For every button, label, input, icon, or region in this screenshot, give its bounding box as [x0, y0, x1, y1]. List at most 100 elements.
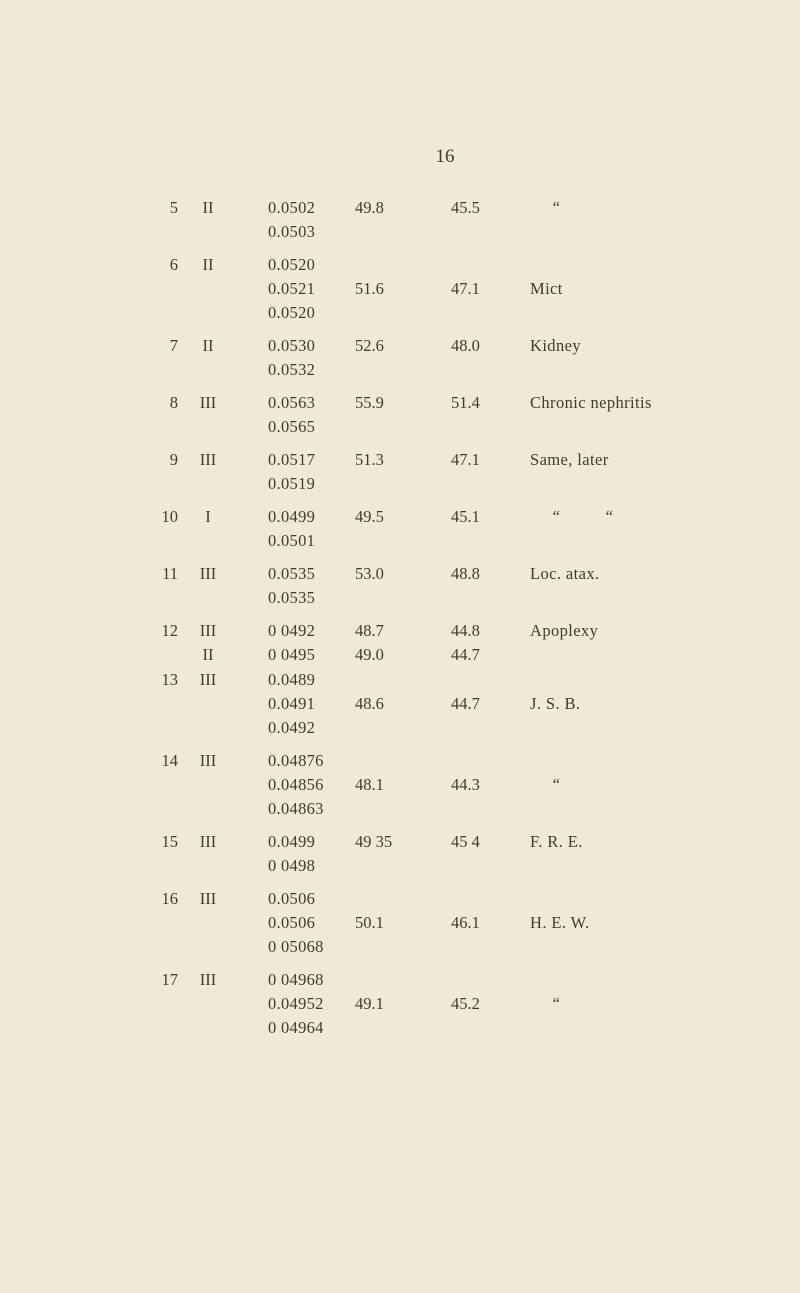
- decimal-cell: 0.0502: [268, 198, 316, 217]
- decimal-cell: 0.0491: [268, 694, 316, 713]
- decimal-cell: 0.04952: [268, 994, 324, 1013]
- table-row-line: 0.04856 48.1 44.3 “: [0, 773, 800, 797]
- class-cell: III: [199, 751, 217, 770]
- decimal-cell: 0.0506: [268, 913, 316, 932]
- table-row: 17 III 0 04968 0.04952 49.1 45.2 “ 0 04964: [0, 968, 800, 1040]
- table-row: 16 III 0.0506 0.0506 50.1 46.1 H. E. W. 0 05068: [0, 887, 800, 959]
- table-row-line: 0 0498: [0, 854, 800, 878]
- class-cell: II: [202, 198, 214, 217]
- decimal-cell: 0.0563: [268, 393, 316, 412]
- table-row-line: 0.0503: [0, 220, 800, 244]
- value-a-cell: 51.3: [355, 450, 384, 469]
- table-row-line: 8 III 0.0563 55.9 51.4 Chronic nephritis: [0, 391, 800, 415]
- decimal-cell: 0.0506: [268, 889, 316, 908]
- case-number: 5: [169, 198, 178, 217]
- table-row: 15 III 0.0499 49 35 45 4 F. R. E. 0 0498: [0, 830, 800, 878]
- decimal-cell: 0.0565: [268, 417, 316, 436]
- class-cell: III: [199, 450, 217, 469]
- value-a-cell: 48.7: [355, 621, 384, 640]
- table-row-line: 15 III 0.0499 49 35 45 4 F. R. E.: [0, 830, 800, 854]
- case-number: 9: [169, 450, 178, 469]
- table-row-line: 16 III 0.0506: [0, 887, 800, 911]
- case-number: 12: [161, 621, 179, 640]
- table-row-line: 11 III 0.0535 53.0 48.8 Loc. atax.: [0, 562, 800, 586]
- value-a-cell: 52.6: [355, 336, 384, 355]
- value-b-cell: 45.1: [451, 507, 480, 526]
- decimal-cell: 0.0492: [268, 718, 316, 737]
- class-cell: I: [205, 507, 211, 526]
- case-number: 10: [161, 507, 179, 526]
- value-b-cell: 51.4: [451, 393, 480, 412]
- table-row-line: 17 III 0 04968: [0, 968, 800, 992]
- value-a-cell: 49.5: [355, 507, 384, 526]
- remark-cell: Mict: [530, 279, 563, 298]
- decimal-cell: 0.04863: [268, 799, 324, 818]
- value-b-cell: 48.0: [451, 336, 480, 355]
- decimal-cell: 0.0520: [268, 303, 316, 322]
- decimal-cell: 0 04968: [268, 970, 324, 989]
- case-number: 16: [161, 889, 179, 908]
- case-number: 8: [169, 393, 178, 412]
- table-row: 14 III 0.04876 0.04856 48.1 44.3 “ 0.04863: [0, 749, 800, 821]
- decimal-cell: 0 0498: [268, 856, 316, 875]
- decimal-cell: 0.0535: [268, 588, 316, 607]
- table-row-line: 12 III 0 0492 48.7 44.8 Apoplexy: [0, 619, 800, 643]
- value-b-cell: 44.3: [451, 775, 480, 794]
- value-b-cell: 45.5: [451, 198, 480, 217]
- decimal-cell: 0.0535: [268, 564, 316, 583]
- case-number: 14: [161, 751, 179, 770]
- class-cell: III: [199, 832, 217, 851]
- table-row-line: 0.0521 51.6 47.1 Mict: [0, 277, 800, 301]
- value-a-cell: 48.6: [355, 694, 384, 713]
- case-number: 15: [161, 832, 179, 851]
- table-row: 7 II 0.0530 52.6 48.0 Kidney 0.0532: [0, 334, 800, 382]
- table-row: 5 II 0.0502 49.8 45.5 “ 0.0503: [0, 196, 800, 244]
- decimal-cell: 0 04964: [268, 1018, 324, 1037]
- table-row-line: 6 II 0.0520: [0, 253, 800, 277]
- class-cell: III: [199, 393, 217, 412]
- decimal-cell: 0.0530: [268, 336, 316, 355]
- remark-cell: Chronic nephritis: [530, 393, 652, 412]
- table-row-line: 0.0506 50.1 46.1 H. E. W.: [0, 911, 800, 935]
- value-b-cell: 44.7: [451, 694, 480, 713]
- value-b-cell: 44.7: [451, 645, 480, 664]
- class-cell: III: [199, 970, 217, 989]
- class-cell: III: [199, 889, 217, 908]
- table-row-line: 0.0565: [0, 415, 800, 439]
- table-row-line: 0 05068: [0, 935, 800, 959]
- table-row: 13 III 0.0489 0.0491 48.6 44.7 J. S. B. 0.0492: [0, 668, 800, 740]
- table-row: 8 III 0.0563 55.9 51.4 Chronic nephritis 0.056…: [0, 391, 800, 439]
- decimal-cell: 0.04876: [268, 751, 324, 770]
- table-row-line: 0.04952 49.1 45.2 “: [0, 992, 800, 1016]
- value-b-cell: 45.2: [451, 994, 480, 1013]
- table-row-line: 0.0492: [0, 716, 800, 740]
- table-row-line: 10 I 0.0499 49.5 45.1 “ “: [0, 505, 800, 529]
- table-row-line: 9 III 0.0517 51.3 47.1 Same, later: [0, 448, 800, 472]
- value-b-cell: 48.8: [451, 564, 480, 583]
- remark-cell: “: [530, 775, 561, 794]
- value-b-cell: 47.1: [451, 450, 480, 469]
- decimal-cell: 0.0489: [268, 670, 316, 689]
- table-row: 10 I 0.0499 49.5 45.1 “ “ 0.0501: [0, 505, 800, 553]
- table-row-line: 14 III 0.04876: [0, 749, 800, 773]
- table-row-line: 0.0535: [0, 586, 800, 610]
- case-number: 6: [169, 255, 178, 274]
- decimal-cell: 0.0499: [268, 507, 316, 526]
- value-a-cell: 49.1: [355, 994, 384, 1013]
- table-row: 12 III 0 0492 48.7 44.8 Apoplexy II 0 0495 49.0 4…: [0, 619, 800, 667]
- table-row-line: 0.0491 48.6 44.7 J. S. B.: [0, 692, 800, 716]
- value-a-cell: 53.0: [355, 564, 384, 583]
- decimal-cell: 0.0532: [268, 360, 316, 379]
- table-row-line: 5 II 0.0502 49.8 45.5 “: [0, 196, 800, 220]
- table-row-line: II 0 0495 49.0 44.7: [0, 643, 800, 667]
- value-a-cell: 49 35: [355, 832, 393, 851]
- remark-cell: Loc. atax.: [530, 564, 600, 583]
- remark-cell: “ “: [530, 507, 614, 526]
- remark-cell: H. E. W.: [530, 913, 590, 932]
- decimal-cell: 0 0492: [268, 621, 316, 640]
- decimal-cell: 0.0501: [268, 531, 316, 550]
- data-table: 5 II 0.0502 49.8 45.5 “ 0.0503 6 II 0.0520 0.0521…: [0, 196, 800, 1040]
- table-row-line: 0.0519: [0, 472, 800, 496]
- value-b-cell: 44.8: [451, 621, 480, 640]
- case-number: 13: [161, 670, 179, 689]
